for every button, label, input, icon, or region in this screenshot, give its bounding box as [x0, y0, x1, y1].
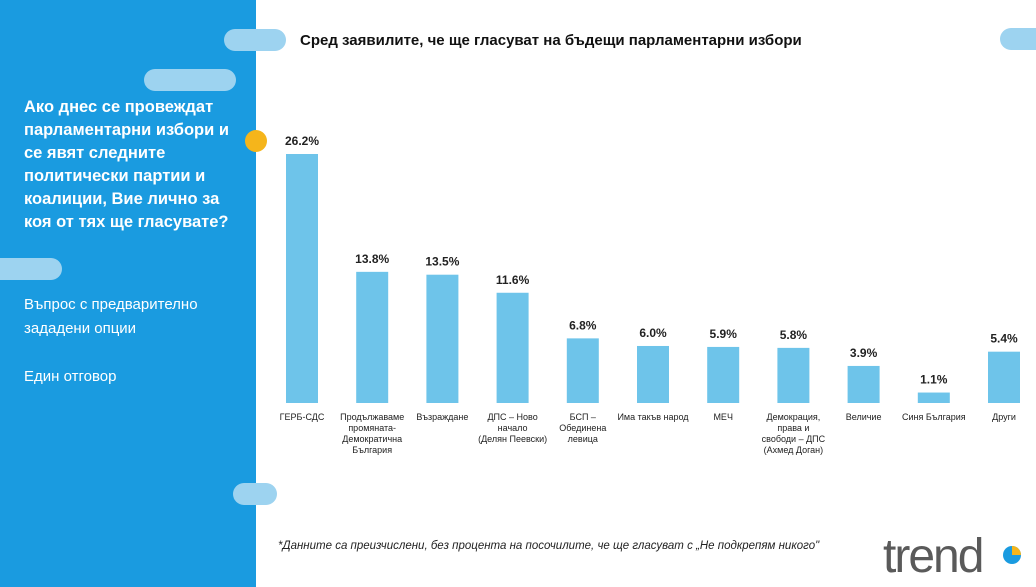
bar	[847, 365, 880, 403]
decorative-pill	[0, 258, 62, 280]
bar-value-label: 5.4%	[990, 332, 1018, 346]
answer-type-note: Един отговор	[24, 368, 117, 385]
category-label: Има такъв народ	[617, 412, 689, 422]
bar	[356, 271, 389, 403]
decorative-pill	[233, 483, 277, 505]
bar-value-label: 5.8%	[780, 328, 808, 342]
category-label: ГЕРБ-СДС	[280, 412, 325, 422]
bar	[917, 392, 950, 403]
category-label: ДПС – Ново начало (Делян Пеевски)	[478, 412, 547, 444]
bar-value-label: 13.8%	[355, 252, 389, 266]
bar	[566, 338, 599, 403]
category-label: Други	[992, 412, 1016, 422]
category-label: Величие	[846, 412, 882, 422]
bar	[637, 345, 669, 403]
bar	[496, 292, 529, 403]
decorative-pill	[144, 69, 236, 91]
question-type-note: Въпрос с предварително зададени опции	[24, 296, 198, 337]
bar-value-label: 13.5%	[425, 255, 459, 269]
bar-value-label: 5.9%	[710, 327, 738, 341]
category-label: Продължаваме промяната-Демократична Българ…	[340, 412, 404, 455]
bar-value-label: 26.2%	[285, 134, 319, 148]
bar-value-label: 11.6%	[496, 273, 530, 287]
bar	[707, 346, 740, 403]
category-label: БСП – Обединена левица	[559, 412, 606, 444]
bar	[286, 154, 318, 403]
bar-value-label: 1.1%	[920, 373, 948, 387]
bar-value-label: 6.8%	[569, 318, 597, 332]
logo-text: trend	[883, 530, 982, 580]
bar	[988, 351, 1020, 403]
category-label: Възраждане	[416, 412, 468, 422]
accent-dot	[245, 130, 267, 152]
decorative-pill	[224, 29, 286, 51]
category-label: МЕЧ	[713, 412, 733, 422]
category-label: Демокрация, права и свободи – ДПС (Ахмед До…	[762, 412, 826, 455]
decorative-pill	[1000, 28, 1036, 50]
sidebar-panel	[0, 0, 256, 587]
category-label: Синя България	[902, 412, 966, 422]
bar	[777, 347, 810, 403]
survey-question: Ако днес се провеждат парламентарни избо…	[24, 98, 230, 231]
bar	[426, 274, 459, 403]
bar-value-label: 6.0%	[639, 326, 667, 340]
chart-title: Сред заявилите, че ще гласуват на бъдещи…	[300, 32, 802, 49]
footnote: *Данните са преизчислени, без процента н…	[278, 540, 820, 552]
trend-logo: trend	[883, 530, 1021, 580]
bar-value-label: 3.9%	[850, 346, 878, 360]
